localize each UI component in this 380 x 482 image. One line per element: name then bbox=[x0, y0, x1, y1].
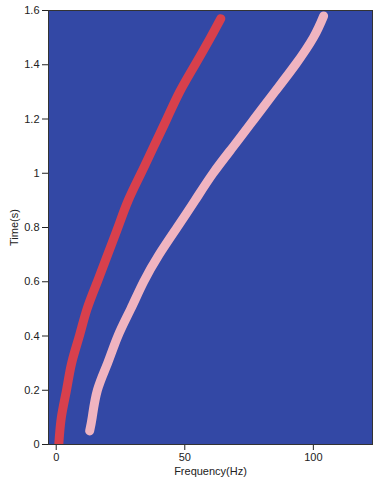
svg-text:1.4: 1.4 bbox=[24, 58, 39, 70]
svg-text:Frequency(Hz): Frequency(Hz) bbox=[174, 465, 247, 477]
svg-text:0.2: 0.2 bbox=[24, 384, 39, 396]
svg-text:Time(s): Time(s) bbox=[8, 209, 20, 246]
svg-text:0.6: 0.6 bbox=[24, 275, 39, 287]
svg-text:0.4: 0.4 bbox=[24, 330, 39, 342]
svg-text:50: 50 bbox=[179, 451, 191, 463]
svg-text:1.6: 1.6 bbox=[24, 4, 39, 16]
svg-text:1: 1 bbox=[33, 167, 39, 179]
svg-text:0: 0 bbox=[33, 438, 39, 450]
svg-text:1.2: 1.2 bbox=[24, 113, 39, 125]
svg-text:0: 0 bbox=[53, 451, 59, 463]
svg-text:0.8: 0.8 bbox=[24, 221, 39, 233]
svg-text:100: 100 bbox=[304, 451, 322, 463]
